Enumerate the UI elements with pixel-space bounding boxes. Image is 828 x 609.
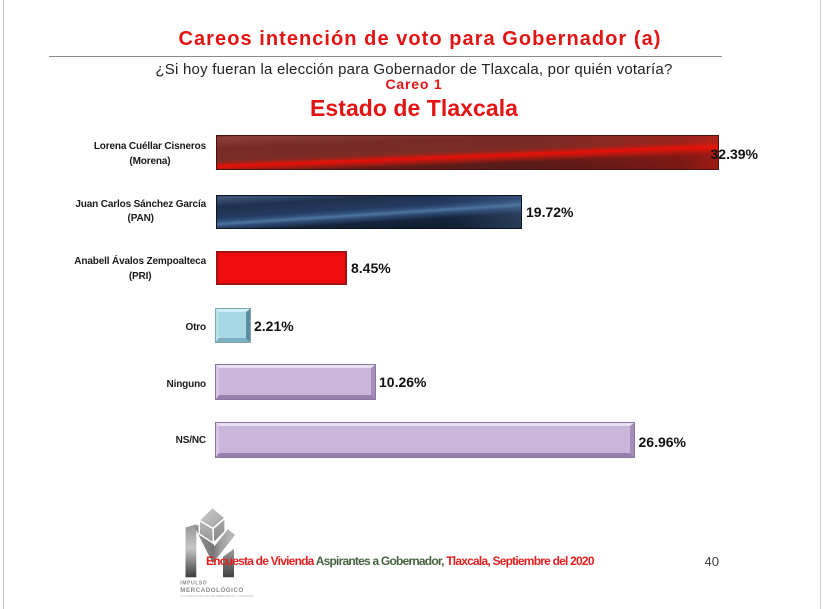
svg-text:MERCADOLÓGICO: MERCADOLÓGICO bbox=[180, 586, 244, 594]
svg-text:IMPULSO: IMPULSO bbox=[180, 580, 207, 586]
svg-text:A INVESTIGACIÓN DE MERCADOS Y: A INVESTIGACIÓN DE MERCADOS Y OPINIÓN bbox=[180, 593, 253, 598]
